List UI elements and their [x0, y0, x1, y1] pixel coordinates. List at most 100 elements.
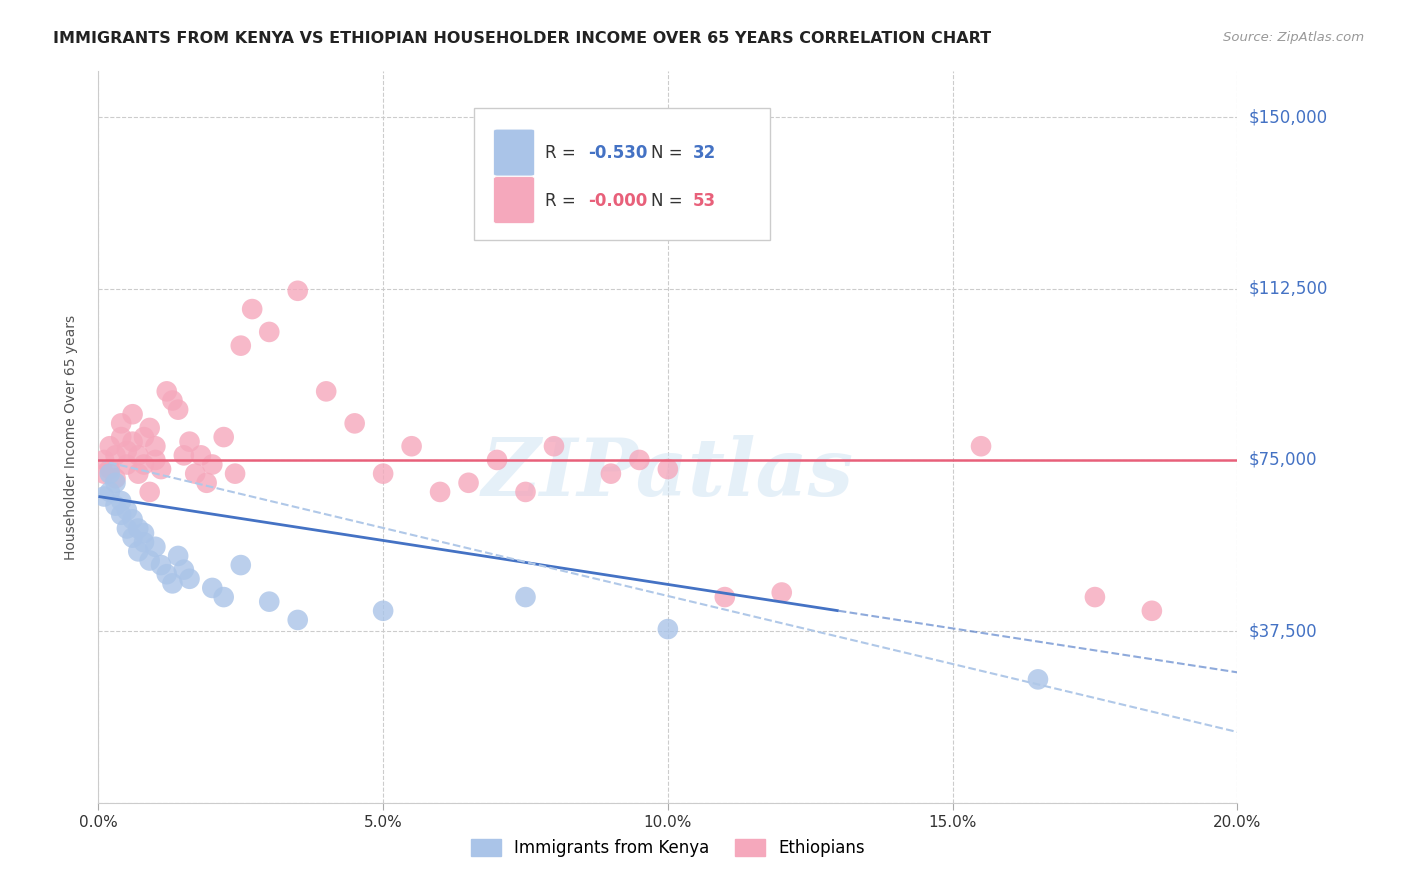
Text: 53: 53	[693, 192, 716, 210]
Point	[156, 567, 179, 582]
Point	[714, 590, 737, 604]
Point	[132, 535, 155, 549]
Point	[127, 467, 149, 481]
Point	[145, 439, 167, 453]
Point	[104, 448, 127, 462]
Point	[115, 443, 138, 458]
Point	[457, 475, 479, 490]
Point	[98, 462, 121, 476]
Point	[127, 521, 149, 535]
Text: -0.000: -0.000	[588, 192, 647, 210]
Point	[162, 576, 184, 591]
Point	[195, 475, 218, 490]
Point	[104, 471, 127, 485]
Point	[138, 421, 160, 435]
Point	[970, 439, 993, 453]
Point	[173, 448, 195, 462]
Point	[132, 430, 155, 444]
Point	[93, 453, 115, 467]
Point	[110, 417, 132, 431]
Point	[104, 499, 127, 513]
Point	[179, 572, 201, 586]
Point	[127, 544, 149, 558]
FancyBboxPatch shape	[494, 177, 534, 224]
Point	[190, 448, 212, 462]
Point	[429, 484, 451, 499]
Point	[121, 434, 143, 449]
Text: $150,000: $150,000	[1249, 108, 1327, 126]
Point	[167, 549, 190, 563]
Point	[201, 458, 224, 472]
Point	[543, 439, 565, 453]
Point	[98, 467, 121, 481]
Point	[138, 484, 160, 499]
Text: -0.530: -0.530	[588, 145, 648, 162]
Point	[121, 531, 143, 545]
Text: 32: 32	[693, 145, 716, 162]
Text: N =: N =	[651, 192, 688, 210]
Point	[259, 325, 281, 339]
Text: IMMIGRANTS FROM KENYA VS ETHIOPIAN HOUSEHOLDER INCOME OVER 65 YEARS CORRELATION : IMMIGRANTS FROM KENYA VS ETHIOPIAN HOUSE…	[53, 31, 991, 46]
Point	[98, 439, 121, 453]
Point	[179, 434, 201, 449]
Point	[401, 439, 423, 453]
Point	[93, 490, 115, 504]
Point	[121, 512, 143, 526]
Point	[132, 526, 155, 541]
Point	[150, 462, 173, 476]
Point	[229, 558, 252, 573]
Point	[104, 475, 127, 490]
Point	[115, 458, 138, 472]
Point	[121, 407, 143, 421]
Text: $37,500: $37,500	[1249, 623, 1317, 640]
Point	[1140, 604, 1163, 618]
Point	[115, 521, 138, 535]
Point	[373, 604, 395, 618]
Point	[150, 558, 173, 573]
Point	[93, 467, 115, 481]
Point	[212, 590, 235, 604]
Point	[600, 467, 623, 481]
Point	[1026, 673, 1049, 687]
Point	[98, 484, 121, 499]
Point	[156, 384, 179, 399]
FancyBboxPatch shape	[494, 129, 534, 176]
Point	[515, 590, 537, 604]
Point	[167, 402, 190, 417]
Point	[770, 585, 793, 599]
Point	[343, 417, 366, 431]
Point	[373, 467, 395, 481]
Point	[240, 301, 263, 317]
Text: ZIPatlas: ZIPatlas	[482, 435, 853, 512]
Point	[224, 467, 246, 481]
Point	[212, 430, 235, 444]
Point	[173, 563, 195, 577]
Point	[184, 467, 207, 481]
Legend: Immigrants from Kenya, Ethiopians: Immigrants from Kenya, Ethiopians	[464, 832, 872, 864]
Point	[657, 622, 679, 636]
Text: $75,000: $75,000	[1249, 451, 1317, 469]
Point	[162, 393, 184, 408]
Point	[201, 581, 224, 595]
Point	[110, 494, 132, 508]
Point	[486, 453, 509, 467]
Point	[287, 284, 309, 298]
Point	[315, 384, 337, 399]
Point	[1084, 590, 1107, 604]
Point	[127, 448, 149, 462]
Text: N =: N =	[651, 145, 688, 162]
Point	[515, 484, 537, 499]
Point	[145, 453, 167, 467]
Point	[110, 508, 132, 522]
FancyBboxPatch shape	[474, 108, 770, 240]
Point	[115, 503, 138, 517]
Point	[657, 462, 679, 476]
Point	[287, 613, 309, 627]
Point	[259, 594, 281, 608]
Text: R =: R =	[546, 192, 581, 210]
Text: Source: ZipAtlas.com: Source: ZipAtlas.com	[1223, 31, 1364, 45]
Point	[138, 553, 160, 567]
Point	[628, 453, 651, 467]
Y-axis label: Householder Income Over 65 years: Householder Income Over 65 years	[63, 315, 77, 559]
Text: $112,500: $112,500	[1249, 279, 1327, 298]
